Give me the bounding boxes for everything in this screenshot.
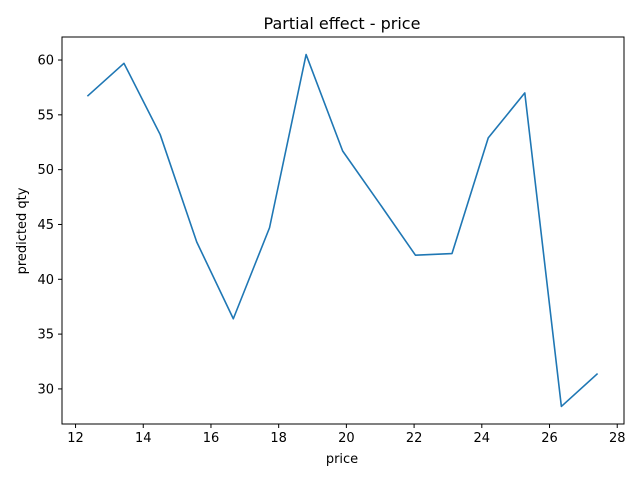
y-axis-label: predicted qty	[15, 187, 30, 274]
plot-area: 12 14 16 18 20 22 24 26 28 30 35 40 45 50 55 60	[37, 36, 626, 446]
x-tick-label: 16	[203, 431, 220, 446]
x-tick-label: 26	[541, 431, 558, 446]
x-tick-label: 18	[270, 431, 287, 446]
x-tick-label: 28	[609, 431, 626, 446]
x-tick-label: 14	[135, 431, 152, 446]
y-tick-label: 40	[37, 273, 54, 288]
y-tick-label: 45	[37, 218, 54, 233]
x-tick-label: 20	[338, 431, 355, 446]
y-tick-label: 50	[37, 163, 54, 178]
y-tick-label: 55	[37, 108, 54, 123]
y-tick-label: 60	[37, 54, 54, 69]
x-tick-label: 24	[474, 431, 491, 446]
axes-frame	[61, 36, 625, 425]
y-tick-label: 30	[37, 382, 54, 397]
series-line	[86, 53, 599, 408]
x-axis-label: price	[326, 452, 358, 467]
x-tick-label: 22	[406, 431, 423, 446]
y-tick-label: 35	[37, 328, 54, 343]
x-tick-label: 12	[67, 431, 84, 446]
chart-title: Partial effect - price	[264, 14, 421, 33]
